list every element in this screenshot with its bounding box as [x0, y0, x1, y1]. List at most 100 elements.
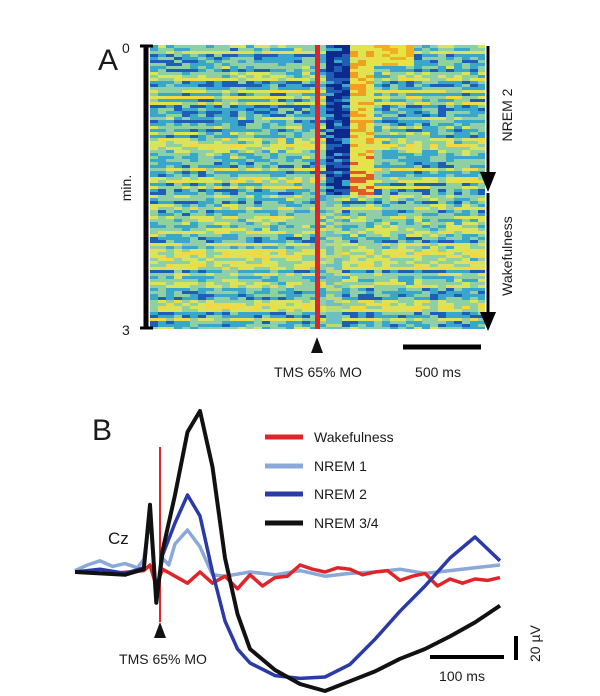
heatmap-cell: [398, 228, 407, 232]
heatmap-cell: [462, 255, 471, 259]
heatmap-cell: [166, 252, 175, 256]
heatmap-cell: [198, 219, 207, 223]
heatmap-cell: [358, 78, 367, 82]
heatmap-cell: [326, 147, 335, 151]
heatmap-cell: [286, 51, 295, 55]
heatmap-cell: [174, 261, 183, 265]
heatmap-cell: [390, 270, 399, 274]
heatmap-cell: [478, 63, 485, 67]
heatmap-cell: [166, 309, 175, 313]
heatmap-cell: [422, 219, 431, 223]
heatmap-cell: [382, 249, 391, 253]
heatmap-cell: [470, 306, 479, 310]
heatmap-cell: [302, 174, 311, 178]
heatmap-cell: [422, 141, 431, 145]
heatmap-cell: [278, 279, 287, 283]
heatmap-cell: [286, 249, 295, 253]
heatmap-cell: [326, 276, 335, 280]
heatmap-cell: [334, 267, 343, 271]
heatmap-cell: [310, 66, 319, 70]
heatmap-cell: [182, 189, 191, 193]
heatmap-cell: [238, 306, 247, 310]
heatmap-cell: [398, 51, 407, 55]
heatmap-cell: [422, 300, 431, 304]
heatmap-cell: [334, 210, 343, 214]
heatmap-cell: [246, 249, 255, 253]
heatmap-cell: [406, 132, 415, 136]
heatmap-cell: [422, 156, 431, 160]
heatmap-cell: [390, 312, 399, 316]
heatmap-cell: [262, 303, 271, 307]
heatmap-cell: [246, 63, 255, 67]
heatmap-cell: [286, 123, 295, 127]
heatmap-cell: [254, 84, 263, 88]
heatmap-cell: [422, 297, 431, 301]
heatmap-cell: [374, 303, 383, 307]
heatmap-cell: [174, 135, 183, 139]
heatmap-cell: [262, 48, 271, 52]
heatmap-cell: [302, 93, 311, 97]
heatmap-cell: [390, 189, 399, 193]
heatmap-cell: [358, 75, 367, 79]
heatmap-cell: [334, 315, 343, 319]
heatmap-cell: [342, 204, 351, 208]
heatmap-cell: [150, 297, 159, 301]
heatmap-cell: [318, 141, 327, 145]
heatmap-cell: [382, 135, 391, 139]
heatmap-cell: [302, 195, 311, 199]
heatmap-cell: [414, 285, 423, 289]
heatmap-cell: [286, 228, 295, 232]
heatmap-cell: [310, 294, 319, 298]
heatmap-cell: [422, 324, 431, 328]
heatmap-cell: [262, 168, 271, 172]
heatmap-cell: [446, 120, 455, 124]
heatmap-cell: [462, 114, 471, 118]
heatmap-cell: [286, 243, 295, 247]
heatmap-cell: [174, 117, 183, 121]
heatmap-cell: [214, 45, 223, 49]
heatmap-cell: [406, 123, 415, 127]
heatmap-cell: [158, 276, 167, 280]
heatmap-cell: [238, 141, 247, 145]
heatmap-cell: [286, 201, 295, 205]
heatmap-cell: [270, 279, 279, 283]
heatmap-cell: [454, 87, 463, 91]
heatmap-cell: [198, 54, 207, 58]
heatmap-cell: [158, 327, 167, 329]
heatmap-cell: [390, 45, 399, 49]
heatmap-cell: [166, 120, 175, 124]
heatmap-cell: [270, 96, 279, 100]
heatmap-cell: [270, 327, 279, 329]
heatmap-cell: [262, 300, 271, 304]
heatmap-cell: [342, 141, 351, 145]
heatmap-cell: [206, 285, 215, 289]
heatmap-cell: [318, 261, 327, 265]
heatmap-cell: [342, 198, 351, 202]
heatmap-cell: [254, 51, 263, 55]
heatmap-cell: [342, 300, 351, 304]
heatmap-cell: [198, 210, 207, 214]
heatmap-cell: [214, 237, 223, 241]
heatmap-cell: [430, 60, 439, 64]
heatmap-cell: [318, 288, 327, 292]
heatmap-cell: [286, 141, 295, 145]
heatmap-cell: [238, 240, 247, 244]
heatmap-cell: [470, 78, 479, 82]
heatmap-cell: [150, 117, 159, 121]
heatmap-cell: [270, 51, 279, 55]
heatmap-cell: [366, 144, 375, 148]
heatmap-cell: [398, 162, 407, 166]
heatmap-cell: [366, 84, 375, 88]
heatmap-cell: [198, 183, 207, 187]
heatmap-cell: [302, 120, 311, 124]
heatmap-cell: [462, 198, 471, 202]
heatmap-cell: [390, 114, 399, 118]
heatmap-cell: [326, 246, 335, 250]
heatmap-cell: [414, 246, 423, 250]
heatmap-cell: [286, 96, 295, 100]
heatmap-cell: [390, 126, 399, 130]
heatmap-cell: [230, 234, 239, 238]
heatmap-cell: [238, 48, 247, 52]
heatmap-cell: [382, 99, 391, 103]
heatmap-cell: [310, 318, 319, 322]
